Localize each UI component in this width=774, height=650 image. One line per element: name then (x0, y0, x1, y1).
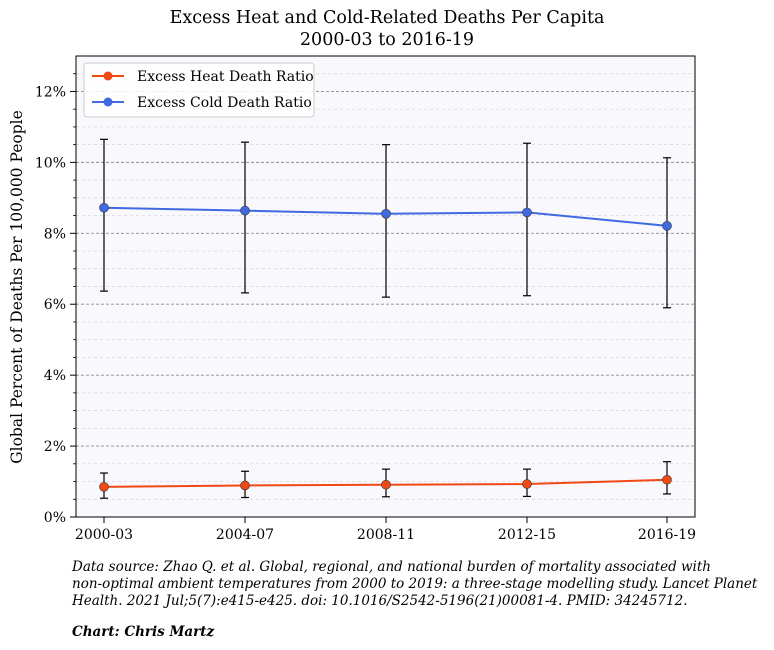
heat-data-point (522, 479, 532, 489)
cold-data-point (99, 202, 109, 213)
legend-cold-marker (103, 97, 113, 107)
source-line-3: Health. 2021 Jul;5(7):e415-e425. doi: 10… (72, 593, 688, 609)
y-tick-label: 4% (44, 368, 66, 384)
y-tick-label: 12% (35, 84, 66, 100)
legend-box (83, 62, 315, 118)
source-line-1: Data source: Zhao Q. et al. Global, regi… (72, 559, 711, 575)
cold-data-point (522, 207, 532, 218)
chart-title-line2: 2000-03 to 2016-19 (299, 30, 475, 50)
cold-data-point (240, 205, 250, 216)
heat-data-point (99, 482, 109, 492)
source-line-2: non-optimal ambient temperatures from 20… (72, 576, 758, 592)
legend-cold-label: Excess Cold Death Ratio (137, 95, 312, 111)
legend-heat-marker (103, 71, 113, 81)
y-tick-label: 0% (44, 510, 66, 526)
cold-data-point (381, 209, 391, 219)
legend-heat-label: Excess Heat Death Ratio (137, 69, 314, 85)
y-tick-label: 8% (44, 226, 66, 242)
legend: Excess Heat Death Ratio Excess Cold Deat… (83, 62, 315, 118)
y-tick-label: 10% (35, 155, 66, 171)
x-tick-label: 2000-03 (75, 527, 133, 543)
chart-title-line1: Excess Heat and Cold-Related Deaths Per … (169, 8, 605, 28)
cold-data-point (662, 221, 672, 231)
y-tick-label: 2% (44, 439, 66, 455)
heat-data-point (240, 480, 250, 491)
x-tick-label: 2004-07 (216, 527, 274, 543)
y-tick-label: 6% (44, 297, 66, 313)
y-axis-label: Global Percent of Deaths Per 100,000 Peo… (8, 110, 26, 464)
heat-data-point (381, 479, 391, 490)
heat-data-point (662, 474, 672, 485)
x-tick-label: 2008-11 (357, 527, 415, 543)
x-tick-label: 2012-15 (498, 527, 556, 543)
x-tick-label: 2016-19 (638, 527, 696, 543)
chart-credit: Chart: Chris Martz (72, 624, 215, 640)
